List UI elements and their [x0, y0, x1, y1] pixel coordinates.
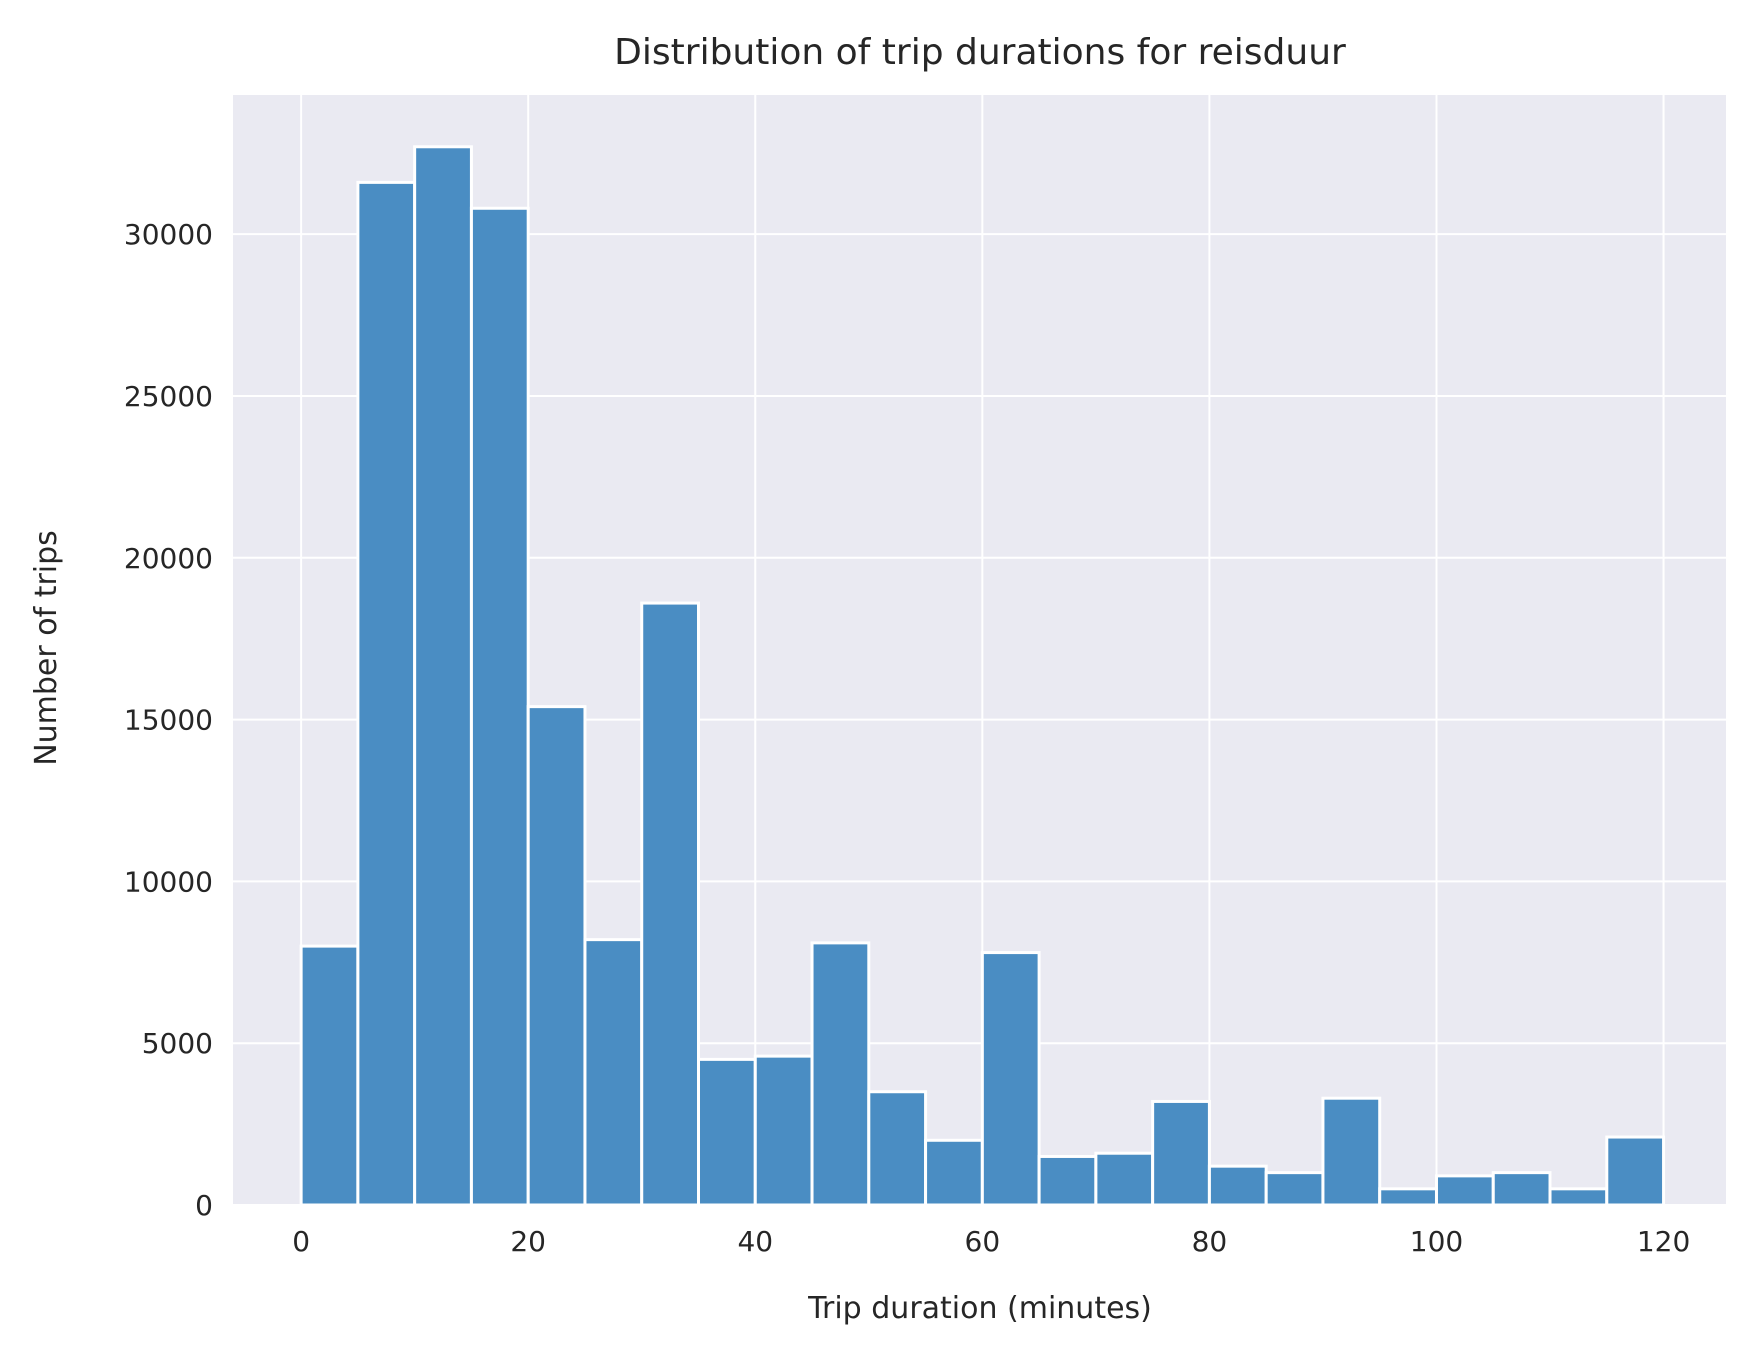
histogram-bar — [1151, 1099, 1211, 1207]
histogram-bar — [640, 601, 700, 1207]
histogram-bar — [1434, 1174, 1495, 1207]
histogram-bar — [810, 941, 871, 1207]
histogram-bar — [867, 1090, 928, 1207]
y-tick-label: 5000 — [142, 1027, 213, 1060]
x-tick-label: 0 — [292, 1225, 310, 1258]
histogram-bar — [1548, 1187, 1609, 1207]
histogram-bar — [356, 180, 417, 1207]
y-tick-label: 25000 — [124, 380, 213, 413]
histogram-bar — [696, 1057, 757, 1207]
histogram-bar — [1094, 1151, 1155, 1207]
y-tick-label: 0 — [195, 1189, 213, 1222]
histogram-bar — [1491, 1171, 1552, 1207]
x-tick-label: 100 — [1410, 1225, 1463, 1258]
histogram-bar — [583, 938, 644, 1207]
y-tick-label: 15000 — [124, 704, 213, 737]
y-axis-label: Number of trips — [29, 530, 64, 766]
histogram-bar — [753, 1054, 814, 1207]
bars — [299, 145, 1666, 1207]
plot-area — [233, 95, 1726, 1207]
chart-title: Distribution of trip durations for reisd… — [614, 32, 1346, 73]
x-tick-label: 80 — [1192, 1225, 1228, 1258]
histogram-bar — [1378, 1187, 1438, 1207]
y-tick-label: 10000 — [124, 865, 213, 898]
y-tick-label: 30000 — [124, 218, 213, 251]
histogram-bar — [980, 951, 1041, 1207]
x-axis-label: Trip duration (minutes) — [807, 1291, 1152, 1326]
x-tick-label: 40 — [737, 1225, 773, 1258]
histogram-bar — [469, 206, 530, 1207]
y-axis-ticks: 0 5000 10000 15000 20000 25000 30000 — [124, 218, 213, 1222]
histogram-bar — [1207, 1164, 1268, 1207]
histogram-bar — [526, 705, 587, 1207]
x-tick-label: 60 — [965, 1225, 1001, 1258]
x-tick-label: 120 — [1637, 1225, 1690, 1258]
x-axis-ticks: 0 20 40 60 80 100 120 — [292, 1225, 1690, 1258]
histogram-bar — [413, 145, 473, 1207]
histogram-bar — [1037, 1154, 1098, 1207]
y-tick-label: 20000 — [124, 542, 213, 575]
histogram-bar — [924, 1138, 984, 1207]
histogram-bar — [299, 944, 360, 1207]
histogram-bar — [1605, 1135, 1666, 1207]
x-tick-label: 20 — [510, 1225, 546, 1258]
histogram-bar — [1321, 1096, 1382, 1207]
histogram-bar — [1264, 1171, 1325, 1207]
